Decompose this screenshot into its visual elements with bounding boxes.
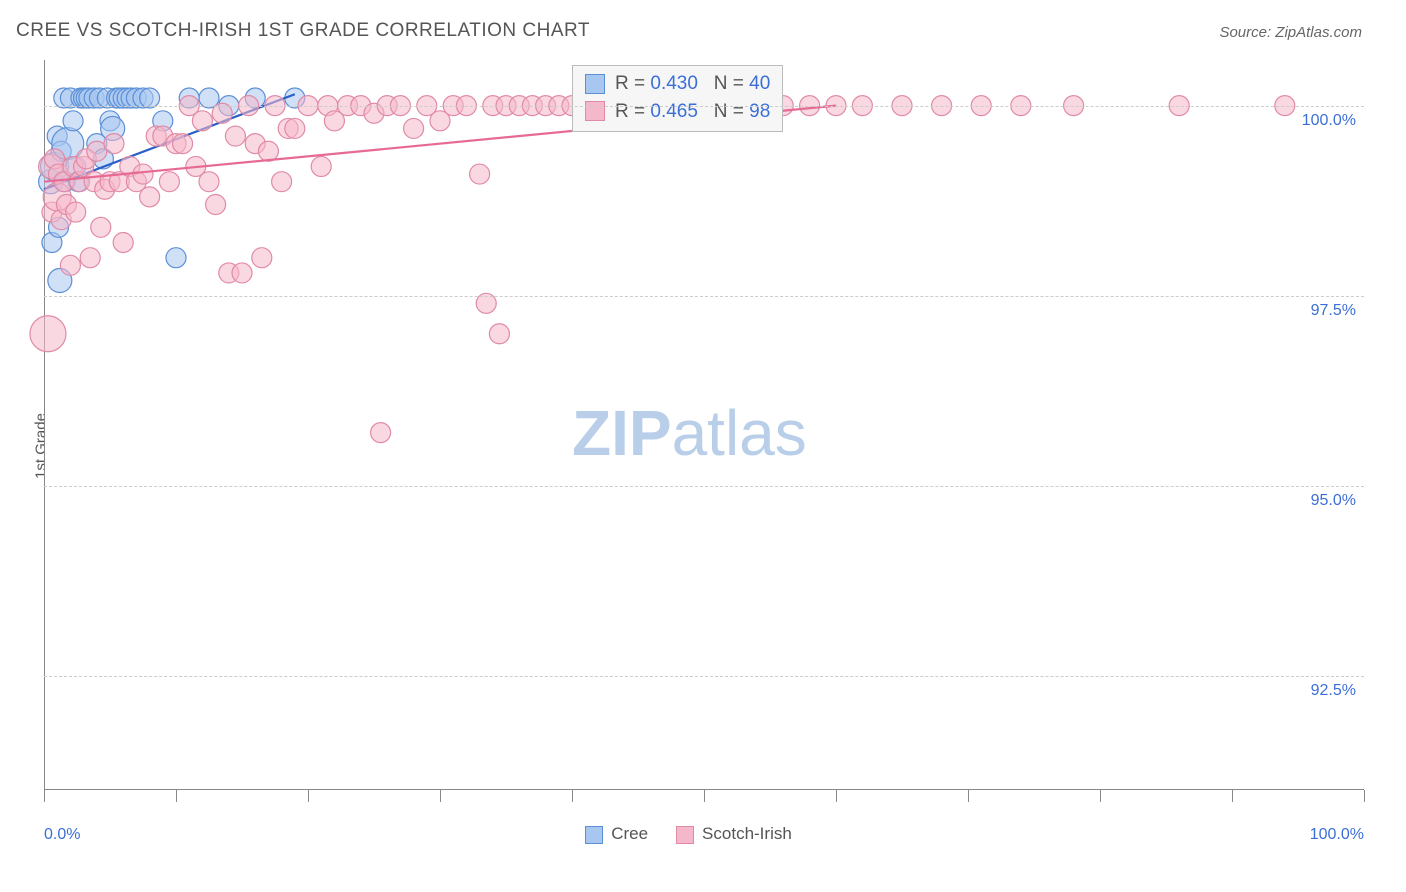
x-axis-max-label: 100.0% — [1310, 826, 1364, 844]
legend-row: R = 0.430 N = 40 — [585, 70, 770, 98]
legend-label: Scotch-Irish — [702, 824, 792, 843]
gridline — [44, 106, 1364, 107]
legend-swatch — [585, 74, 605, 94]
scatter-point — [489, 324, 509, 344]
legend-row: R = 0.465 N = 98 — [585, 98, 770, 126]
scatter-point — [173, 134, 193, 154]
scatter-point — [199, 172, 219, 192]
scatter-point — [206, 194, 226, 214]
gridline — [44, 486, 1364, 487]
x-tick — [176, 790, 177, 802]
x-tick — [704, 790, 705, 802]
x-tick — [308, 790, 309, 802]
series-legend: Cree Scotch-Irish — [585, 824, 792, 844]
scatter-point — [80, 248, 100, 268]
scatter-point — [404, 118, 424, 138]
x-tick — [572, 790, 573, 802]
scatter-point — [252, 248, 272, 268]
scatter-point — [258, 141, 278, 161]
scatter-point — [63, 111, 83, 131]
scatter-point — [66, 202, 86, 222]
x-tick — [1232, 790, 1233, 802]
legend-label: Cree — [611, 824, 648, 843]
chart-container: CREE VS SCOTCH-IRISH 1ST GRADE CORRELATI… — [0, 0, 1406, 892]
y-tick-label: 100.0% — [1302, 112, 1356, 130]
x-tick — [836, 790, 837, 802]
scatter-point — [113, 233, 133, 253]
plot-area: ZIPatlas R = 0.430 N = 40R = 0.465 N = 9… — [44, 60, 1364, 790]
scatter-svg — [44, 60, 1364, 790]
x-tick — [1364, 790, 1365, 802]
scatter-point — [192, 111, 212, 131]
correlation-legend: R = 0.430 N = 40R = 0.465 N = 98 — [572, 65, 783, 132]
scatter-point — [285, 118, 305, 138]
x-tick — [968, 790, 969, 802]
scatter-point — [371, 423, 391, 443]
y-tick-label: 97.5% — [1311, 302, 1356, 320]
scatter-point — [272, 172, 292, 192]
x-tick — [440, 790, 441, 802]
chart-title: CREE VS SCOTCH-IRISH 1ST GRADE CORRELATI… — [16, 20, 590, 42]
scatter-point — [91, 217, 111, 237]
legend-item: Cree — [585, 824, 648, 844]
scatter-point — [166, 248, 186, 268]
legend-item: Scotch-Irish — [676, 824, 792, 844]
scatter-point — [104, 134, 124, 154]
scatter-point — [60, 255, 80, 275]
scatter-point — [133, 164, 153, 184]
x-tick — [44, 790, 45, 802]
legend-swatch — [585, 101, 605, 121]
scatter-point — [140, 187, 160, 207]
x-axis-min-label: 0.0% — [44, 826, 80, 844]
scatter-point — [225, 126, 245, 146]
legend-text: R = 0.430 N = 40 — [615, 70, 770, 98]
scatter-point — [30, 316, 66, 352]
y-tick-label: 95.0% — [1311, 492, 1356, 510]
source-label: Source: ZipAtlas.com — [1219, 24, 1362, 41]
y-tick-label: 92.5% — [1311, 682, 1356, 700]
x-tick — [1100, 790, 1101, 802]
legend-text: R = 0.465 N = 98 — [615, 98, 770, 126]
gridline — [44, 676, 1364, 677]
legend-swatch — [676, 826, 694, 844]
legend-swatch — [585, 826, 603, 844]
scatter-point — [159, 172, 179, 192]
scatter-point — [311, 156, 331, 176]
gridline — [44, 296, 1364, 297]
scatter-point — [470, 164, 490, 184]
scatter-point — [232, 263, 252, 283]
